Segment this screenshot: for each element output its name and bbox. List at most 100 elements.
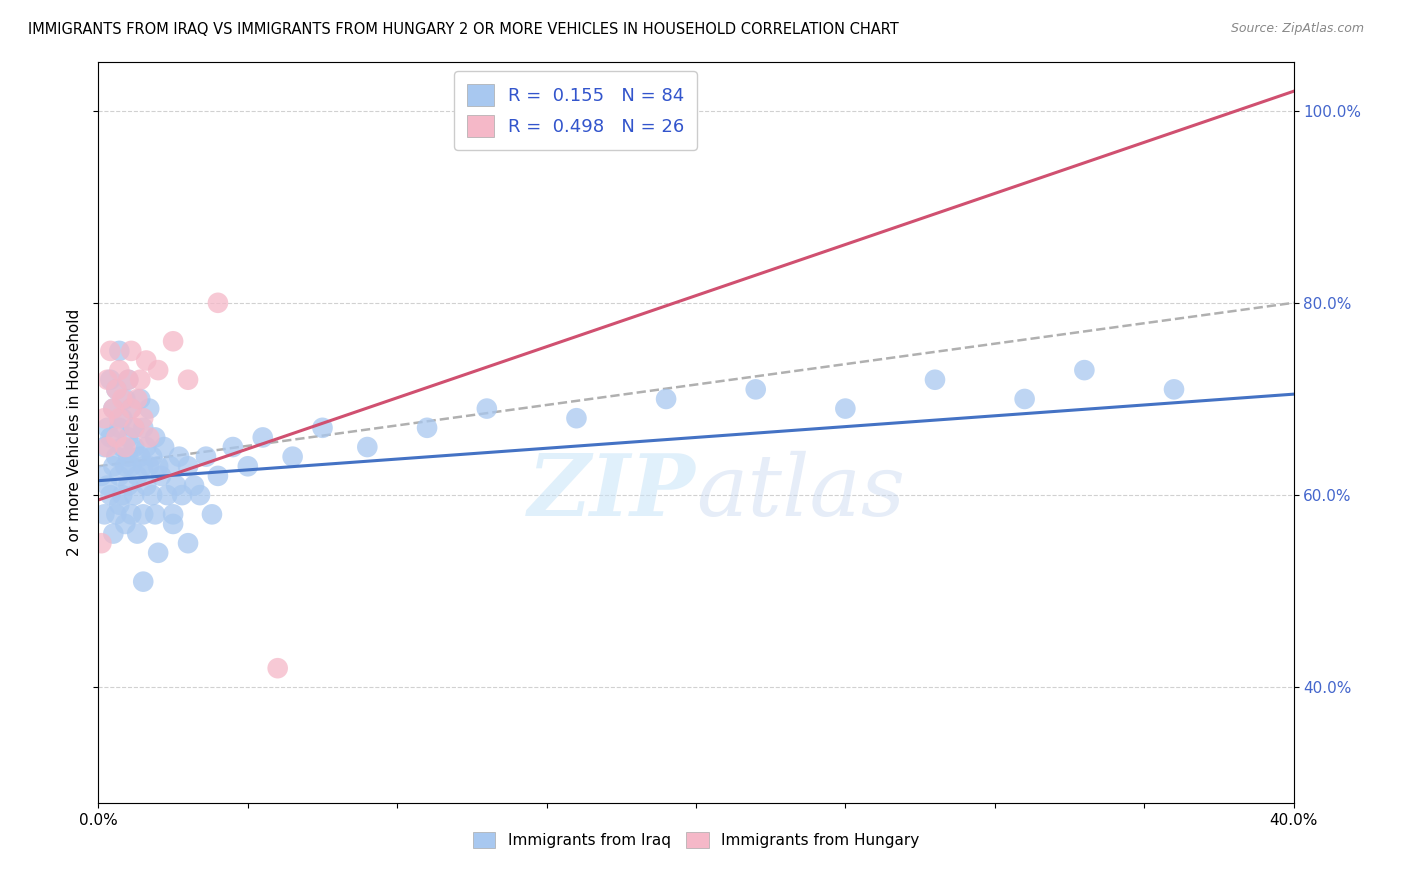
Text: IMMIGRANTS FROM IRAQ VS IMMIGRANTS FROM HUNGARY 2 OR MORE VEHICLES IN HOUSEHOLD : IMMIGRANTS FROM IRAQ VS IMMIGRANTS FROM … [28,22,898,37]
Legend: Immigrants from Iraq, Immigrants from Hungary: Immigrants from Iraq, Immigrants from Hu… [467,826,925,855]
Point [96,478,118,492]
Point [135,353,157,368]
Point [129,373,152,387]
Point [105,508,128,522]
Point [114,440,136,454]
Point [162,334,184,349]
Point [111,440,134,454]
Point [132,508,155,522]
Point [148,546,170,560]
Point [103,526,125,541]
Point [105,382,128,396]
Point [108,498,131,512]
Point [96,440,118,454]
Point [177,459,200,474]
Point [98,488,122,502]
Point [1073,363,1095,377]
Point [165,478,187,492]
Point [252,430,274,444]
Point [98,430,122,444]
Point [96,373,118,387]
Point [98,343,122,358]
Point [108,343,131,358]
Point [172,488,194,502]
Point [141,450,163,464]
Point [127,526,149,541]
Point [111,411,134,425]
Point [117,373,139,387]
Point [132,421,155,435]
Point [236,459,259,474]
Point [120,508,142,522]
Point [188,488,211,502]
Point [416,421,439,435]
Text: atlas: atlas [696,450,905,533]
Point [117,478,139,492]
Point [207,469,229,483]
Point [129,450,152,464]
Point [167,450,190,464]
Text: ZIP: ZIP [529,450,696,533]
Point [93,508,115,522]
Point [162,508,184,522]
Point [117,430,139,444]
Point [207,295,229,310]
Point [103,401,125,416]
Point [117,450,139,464]
Point [96,421,118,435]
Point [105,450,128,464]
Point [127,469,149,483]
Point [148,363,170,377]
Point [120,459,142,474]
Point [124,421,146,435]
Point [108,421,131,435]
Point [105,382,128,396]
Point [475,401,498,416]
Y-axis label: 2 or more Vehicles in Household: 2 or more Vehicles in Household [67,309,83,557]
Point [132,411,155,425]
Point [141,488,163,502]
Point [114,392,136,406]
Point [103,459,125,474]
Point [143,430,166,444]
Point [138,430,160,444]
Point [150,469,173,483]
Point [153,440,176,454]
Point [1163,382,1185,396]
Point [311,421,333,435]
Point [127,392,149,406]
Point [90,536,112,550]
Point [143,508,166,522]
Point [108,469,131,483]
Point [93,440,115,454]
Point [98,373,122,387]
Point [124,421,146,435]
Point [108,411,131,425]
Point [834,401,856,416]
Point [177,536,200,550]
Point [114,516,136,531]
Point [924,373,946,387]
Point [222,440,245,454]
Point [111,488,134,502]
Point [195,450,218,464]
Point [117,373,139,387]
Point [132,459,155,474]
Point [162,516,184,531]
Text: Source: ZipAtlas.com: Source: ZipAtlas.com [1230,22,1364,36]
Point [183,478,205,492]
Point [356,440,378,454]
Point [120,401,142,416]
Point [124,440,146,454]
Point [103,401,125,416]
Point [105,430,128,444]
Point [120,401,142,416]
Point [120,343,142,358]
Point [148,459,170,474]
Point [138,459,160,474]
Point [93,411,115,425]
Point [159,459,181,474]
Point [90,469,112,483]
Point [281,450,304,464]
Point [114,459,136,474]
